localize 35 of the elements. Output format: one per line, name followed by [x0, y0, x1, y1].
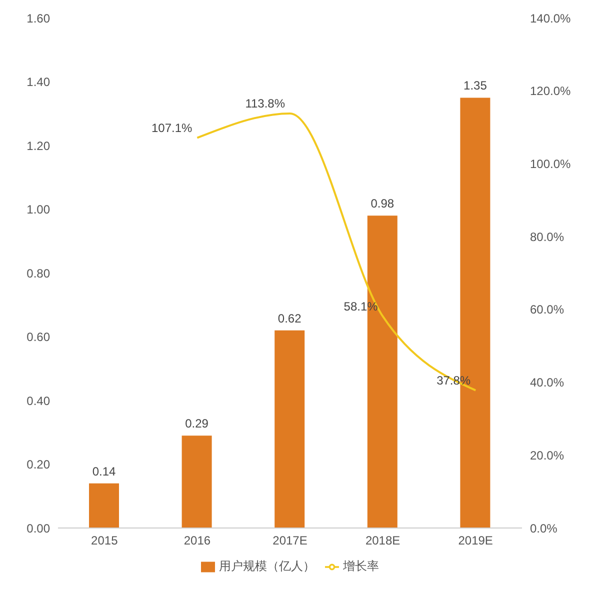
y2-tick-label: 60.0% [530, 302, 564, 317]
x-tick-label: 2018E [365, 534, 400, 548]
bar [274, 330, 305, 528]
y2-tick-label: 40.0% [530, 376, 564, 390]
bar [182, 436, 212, 528]
x-tick-label: 2017E [272, 534, 308, 548]
y-tick-label: 1.20 [26, 138, 50, 153]
data-label: 107.1% [151, 120, 193, 135]
y-tick-label: 0.60 [26, 330, 50, 344]
y-tick-label: 1.60 [26, 11, 50, 26]
x-tick-label: 2016 [184, 534, 211, 548]
data-label: 0.62 [278, 311, 302, 326]
x-tick-label: 2019E [458, 534, 493, 548]
line-series [196, 112, 477, 392]
y-tick-label: 0.00 [26, 521, 50, 536]
y-tick-label: 0.20 [26, 458, 50, 472]
y2-tick-label: 0.0% [530, 521, 558, 536]
y2-tick-label: 100.0% [530, 156, 572, 171]
y2-tick-label: 140.0% [530, 11, 572, 26]
data-label: 0.14 [92, 464, 116, 478]
y-tick-label: 1.00 [26, 202, 50, 217]
legend-label: 用户规模（亿人） [219, 559, 315, 573]
data-label: 0.29 [185, 416, 209, 431]
y-tick-label: 1.40 [26, 75, 50, 90]
y2-tick-label: 120.0% [530, 84, 572, 98]
x-tick-label: 2015 [91, 534, 118, 548]
y2-tick-label: 20.0% [530, 448, 564, 462]
y-tick-label: 0.80 [26, 266, 50, 280]
data-label: 0.98 [370, 196, 394, 211]
data-label: 113.8% [245, 96, 286, 110]
y-tick-label: 0.40 [26, 394, 50, 408]
legend-label: 增长率 [343, 559, 379, 573]
y2-tick-label: 80.0% [530, 230, 564, 244]
data-label: 1.35 [464, 78, 488, 93]
bar [89, 483, 119, 528]
